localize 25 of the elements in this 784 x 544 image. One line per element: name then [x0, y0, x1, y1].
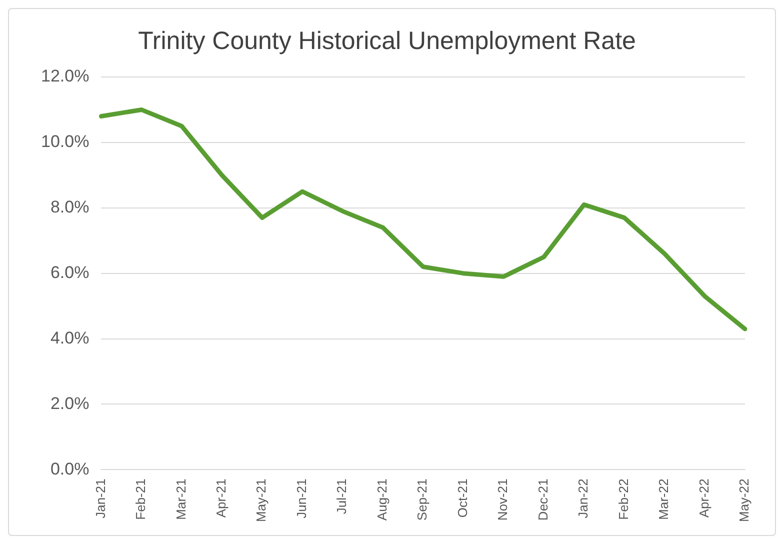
y-tick-label: 12.0%: [41, 66, 90, 86]
y-tick-label: 6.0%: [50, 263, 90, 282]
x-tick-label: Nov-21: [495, 478, 510, 521]
chart-title: Trinity County Historical Unemployment Rate: [138, 26, 636, 55]
x-tick-label: Jun-21: [294, 478, 309, 518]
x-tick-label: Apr-21: [213, 478, 228, 518]
x-tick-label: Mar-21: [173, 478, 188, 520]
x-tick-label: Jan-21: [92, 478, 108, 518]
x-tick-label: Feb-21: [133, 478, 148, 520]
y-tick-label: 8.0%: [50, 198, 90, 217]
x-tick-label: Apr-22: [696, 478, 712, 518]
x-tick-label: May-22: [736, 478, 752, 522]
y-tick-label: 4.0%: [50, 328, 90, 348]
x-tick-label: Feb-22: [616, 478, 631, 520]
y-tick-label: 2.0%: [50, 394, 90, 413]
x-tick-label: Dec-21: [535, 478, 550, 521]
y-tick-label: 10.0%: [41, 132, 90, 152]
x-tick-label: Oct-21: [454, 478, 470, 518]
x-tick-label: Jul-21: [334, 478, 350, 514]
x-tick-label: Mar-22: [656, 478, 672, 520]
y-tick-label: 0.0%: [50, 459, 90, 478]
x-tick-label: Aug-21: [374, 478, 390, 521]
x-tick-label: Sep-21: [414, 478, 430, 521]
x-tick-label: Jan-22: [576, 478, 591, 518]
x-tick-label: May-21: [254, 478, 269, 522]
